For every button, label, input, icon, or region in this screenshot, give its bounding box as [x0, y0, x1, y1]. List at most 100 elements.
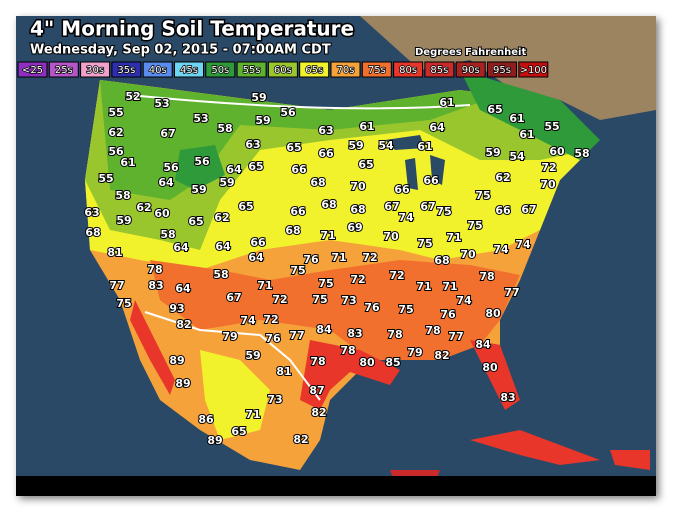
station-value: 54: [509, 150, 525, 163]
station-value: 68: [85, 226, 100, 239]
legend-swatch: [174, 61, 204, 78]
station-value: 84: [316, 323, 332, 336]
station-value: 58: [217, 122, 232, 135]
legend-swatch: [17, 61, 48, 78]
station-value: 72: [389, 269, 404, 282]
station-value: 67: [521, 203, 536, 216]
station-value: 64: [173, 241, 189, 254]
station-value: 76: [440, 308, 456, 321]
station-value: 59: [485, 146, 500, 159]
station-value: 80: [485, 307, 501, 320]
station-value: 59: [245, 349, 260, 362]
station-value: 59: [348, 139, 363, 152]
station-value: 79: [407, 346, 422, 359]
station-value: 81: [276, 365, 291, 378]
station-value: 61: [120, 156, 135, 169]
station-value: 67: [160, 127, 175, 140]
station-value: 83: [347, 327, 362, 340]
station-value: 56: [163, 161, 179, 174]
legend-swatch: [487, 61, 517, 78]
station-value: 69: [347, 221, 362, 234]
station-value: 58: [160, 228, 175, 241]
station-value: 75: [436, 205, 451, 218]
station-value: 70: [350, 180, 366, 193]
station-value: 71: [331, 251, 346, 264]
station-value: 73: [341, 294, 356, 307]
station-value: 85: [385, 356, 400, 369]
station-value: 84: [475, 338, 491, 351]
station-value: 74: [240, 314, 256, 327]
legend-label: 30s: [86, 65, 104, 76]
station-value: 56: [194, 155, 210, 168]
station-value: 64: [215, 240, 231, 253]
station-value: 66: [423, 174, 439, 187]
station-value: 68: [310, 176, 325, 189]
station-value: 65: [286, 141, 301, 154]
bottom-strip: [16, 476, 656, 496]
station-value: 55: [108, 106, 123, 119]
legend-label: 65s: [305, 65, 323, 76]
station-value: 75: [398, 303, 413, 316]
station-value: 74: [456, 294, 472, 307]
station-value: 78: [147, 263, 162, 276]
station-value: 82: [293, 433, 308, 446]
legend-label: 75s: [368, 65, 386, 76]
legend-swatch: [518, 61, 549, 78]
station-value: 78: [340, 344, 355, 357]
legend-label: 25s: [55, 65, 73, 76]
station-value: 59: [251, 91, 266, 104]
title: 4" Morning Soil Temperature: [30, 17, 354, 41]
station-value: 75: [318, 277, 333, 290]
legend-swatch: [393, 61, 424, 78]
legend-swatch: [424, 61, 455, 78]
station-value: 82: [176, 318, 191, 331]
legend-label: <25: [22, 65, 43, 76]
station-value: 82: [311, 406, 326, 419]
legend-swatch: [80, 61, 111, 78]
station-value: 78: [479, 270, 494, 283]
station-value: 74: [493, 243, 509, 256]
legend-label: 85s: [430, 65, 448, 76]
station-value: 77: [109, 279, 124, 292]
station-value: 75: [417, 237, 432, 250]
station-value: 68: [434, 254, 449, 267]
station-value: 72: [362, 251, 377, 264]
station-value: 64: [158, 176, 174, 189]
station-value: 64: [175, 282, 191, 295]
station-value: 65: [188, 215, 203, 228]
station-value: 65: [231, 425, 246, 438]
legend-label: 55s: [243, 65, 261, 76]
station-value: 75: [290, 264, 305, 277]
station-value: 55: [98, 172, 113, 185]
station-value: 89: [175, 377, 190, 390]
station-value: 54: [378, 139, 394, 152]
station-value: 70: [460, 248, 476, 261]
station-value: 63: [245, 138, 260, 151]
station-value: 61: [509, 112, 524, 125]
station-value: 89: [169, 354, 184, 367]
station-value: 74: [515, 238, 531, 251]
station-value: 77: [448, 330, 463, 343]
station-value: 77: [504, 286, 519, 299]
station-value: 59: [191, 183, 206, 196]
legend-swatch: [142, 61, 173, 78]
station-value: 75: [116, 297, 131, 310]
lakes: [385, 135, 445, 190]
station-value: 65: [238, 200, 253, 213]
station-value: 62: [214, 211, 229, 224]
station-value: 64: [248, 251, 264, 264]
station-value: 89: [207, 434, 222, 447]
station-value: 59: [116, 214, 131, 227]
legend-label: 90s: [462, 65, 480, 76]
station-value: 59: [219, 176, 234, 189]
station-value: 67: [420, 200, 435, 213]
station-value: 58: [574, 147, 589, 160]
legend-label: 50s: [211, 65, 229, 76]
border: [144, 311, 321, 401]
border: [129, 94, 471, 110]
land: [85, 16, 656, 496]
station-value: 64: [429, 121, 445, 134]
legend-swatch: [48, 61, 79, 78]
